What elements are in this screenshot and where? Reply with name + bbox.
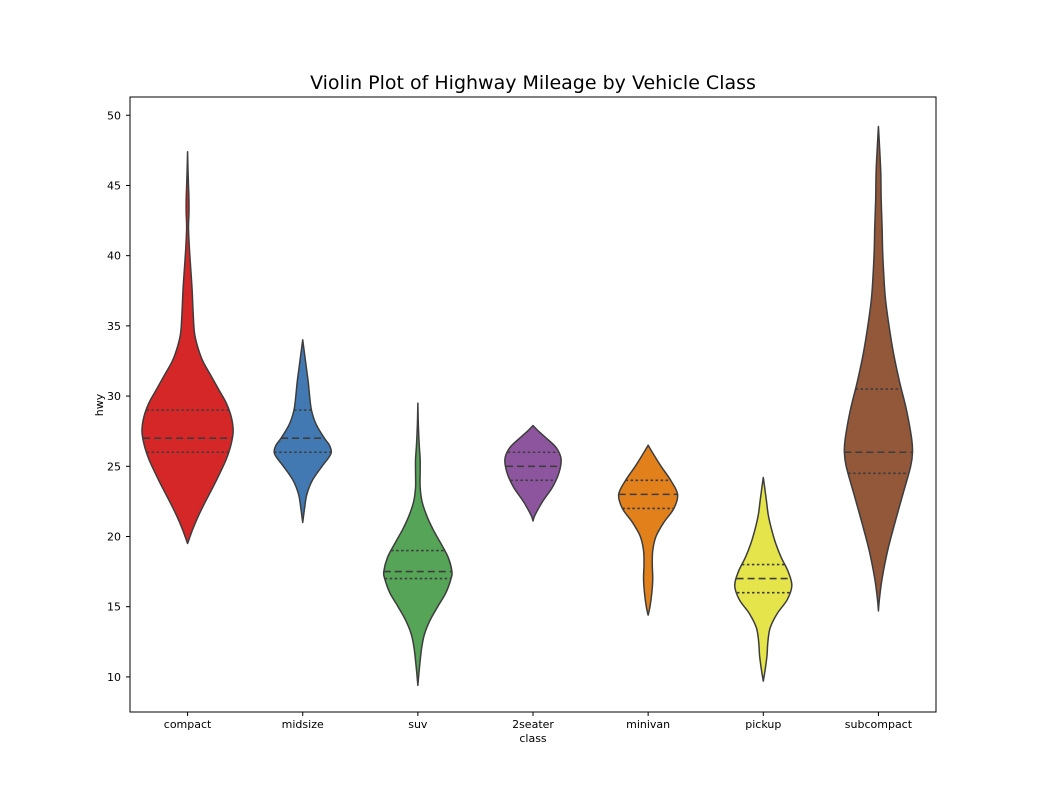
x-tick-label-2seater: 2seater bbox=[512, 718, 554, 731]
y-tick-label: 50 bbox=[107, 109, 121, 122]
chart-title: Violin Plot of Highway Mileage by Vehicl… bbox=[310, 72, 756, 94]
plot-area bbox=[129, 96, 937, 713]
x-axis-label: class bbox=[519, 732, 547, 745]
x-tick-label-subcompact: subcompact bbox=[845, 718, 913, 731]
x-tick-label-minivan: minivan bbox=[626, 718, 670, 731]
y-axis: 10 15 20 25 30 35 40 45 50 bbox=[107, 109, 130, 684]
violin-compact bbox=[141, 151, 234, 545]
y-tick-label: 40 bbox=[107, 250, 121, 263]
x-tick-label-suv: suv bbox=[408, 718, 428, 731]
x-axis: compact midsize suv 2seater minivan pickup sub… bbox=[164, 712, 913, 731]
y-tick-label: 45 bbox=[107, 179, 121, 192]
violin-minivan bbox=[617, 444, 679, 616]
violin-subcompact bbox=[843, 125, 914, 612]
y-tick-label: 15 bbox=[107, 601, 121, 614]
violin-2seater bbox=[504, 424, 562, 522]
y-tick-label: 35 bbox=[107, 320, 121, 333]
violin-midsize bbox=[273, 339, 333, 524]
y-tick-label: 10 bbox=[107, 671, 121, 684]
x-tick-label-compact: compact bbox=[164, 718, 212, 731]
plot-frame bbox=[129, 96, 937, 713]
y-tick-label: 20 bbox=[107, 530, 121, 543]
y-tick-label: 30 bbox=[107, 390, 121, 403]
x-tick-label-midsize: midsize bbox=[282, 718, 324, 731]
violin-suv bbox=[382, 402, 453, 687]
y-axis-label: hwy bbox=[93, 393, 106, 416]
quartile-lines-group bbox=[143, 388, 913, 594]
violins-group bbox=[141, 125, 914, 687]
x-tick-label-pickup: pickup bbox=[745, 718, 781, 731]
y-tick-label: 25 bbox=[107, 460, 121, 473]
